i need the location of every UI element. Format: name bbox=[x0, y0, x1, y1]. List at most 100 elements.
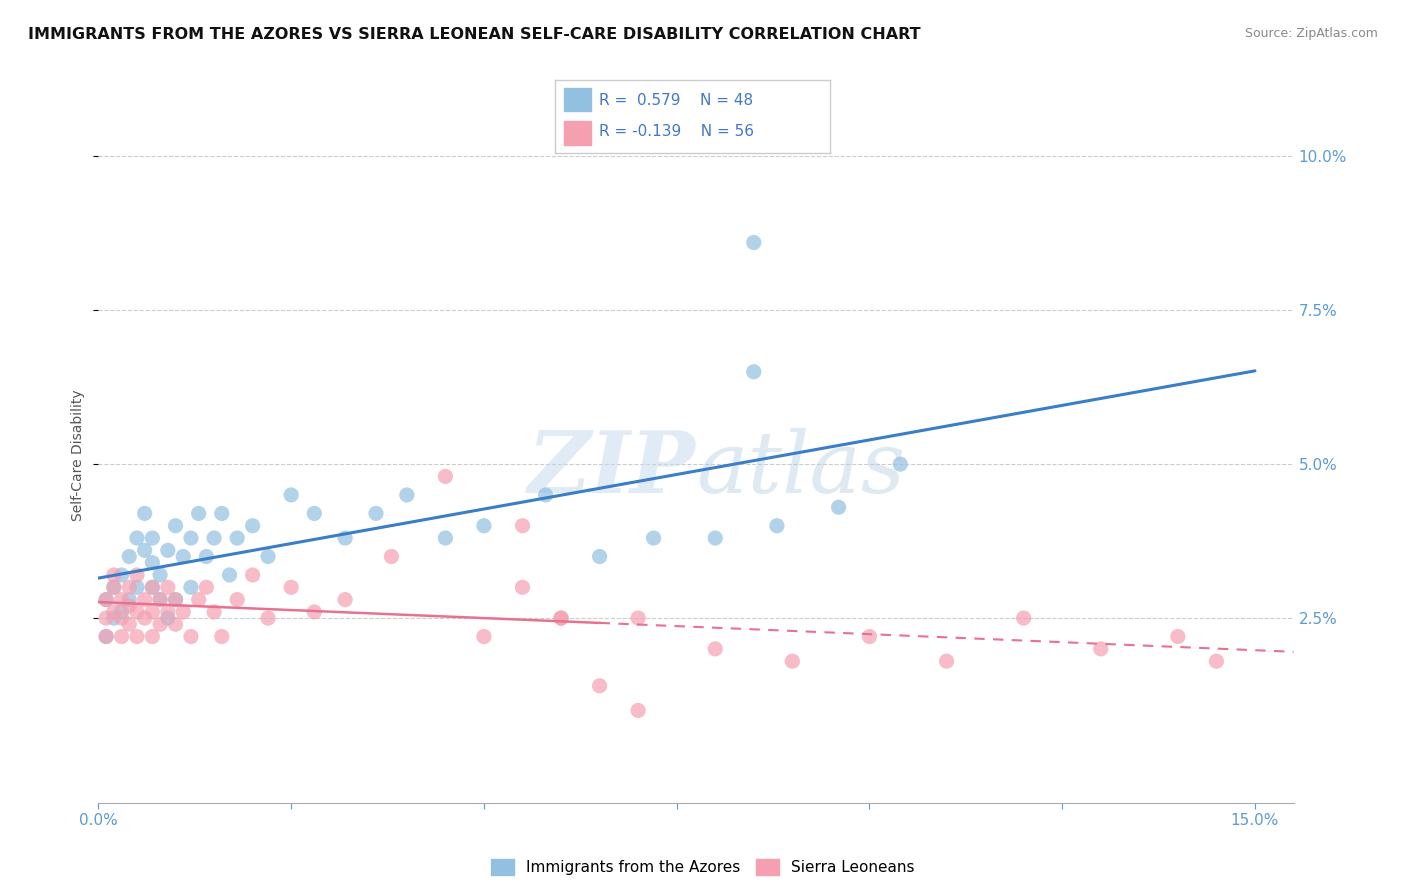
Point bbox=[195, 580, 218, 594]
Point bbox=[125, 605, 148, 619]
Point bbox=[94, 611, 117, 625]
Point bbox=[588, 549, 610, 564]
Point bbox=[195, 549, 218, 564]
Point bbox=[280, 580, 302, 594]
Point bbox=[125, 531, 148, 545]
Point bbox=[149, 592, 172, 607]
Point bbox=[742, 235, 765, 250]
Point bbox=[141, 556, 163, 570]
Point bbox=[226, 531, 249, 545]
Point bbox=[627, 611, 650, 625]
Point bbox=[550, 611, 572, 625]
Point bbox=[103, 605, 125, 619]
Point bbox=[149, 617, 172, 632]
Point bbox=[304, 605, 326, 619]
Point bbox=[94, 592, 117, 607]
Point bbox=[110, 592, 132, 607]
Point bbox=[134, 543, 156, 558]
Point bbox=[766, 518, 789, 533]
Point bbox=[889, 457, 911, 471]
Point bbox=[103, 611, 125, 625]
Text: R = -0.139    N = 56: R = -0.139 N = 56 bbox=[599, 124, 754, 139]
Point bbox=[103, 580, 125, 594]
Point bbox=[149, 568, 172, 582]
Point bbox=[472, 518, 495, 533]
Point bbox=[172, 605, 194, 619]
Point bbox=[103, 568, 125, 582]
Point bbox=[110, 630, 132, 644]
Point bbox=[858, 630, 880, 644]
Point bbox=[103, 580, 125, 594]
Point bbox=[704, 641, 727, 656]
Y-axis label: Self-Care Disability: Self-Care Disability bbox=[72, 389, 86, 521]
Point bbox=[643, 531, 665, 545]
Point bbox=[434, 469, 457, 483]
Point bbox=[118, 592, 141, 607]
Point bbox=[134, 611, 156, 625]
Point bbox=[141, 531, 163, 545]
Point bbox=[242, 568, 264, 582]
Point bbox=[110, 605, 132, 619]
Point bbox=[118, 617, 141, 632]
Point bbox=[782, 654, 804, 668]
Point bbox=[395, 488, 418, 502]
Point bbox=[125, 630, 148, 644]
Point bbox=[187, 592, 209, 607]
Point bbox=[380, 549, 402, 564]
Point bbox=[165, 617, 187, 632]
Point bbox=[118, 549, 141, 564]
Point bbox=[827, 500, 849, 515]
Point bbox=[242, 518, 264, 533]
Point bbox=[165, 592, 187, 607]
Point bbox=[125, 580, 148, 594]
Point bbox=[134, 592, 156, 607]
Point bbox=[118, 580, 141, 594]
Point bbox=[180, 630, 202, 644]
Point bbox=[134, 507, 156, 521]
Point bbox=[472, 630, 495, 644]
Point bbox=[1205, 654, 1227, 668]
Point bbox=[141, 630, 163, 644]
Point bbox=[364, 507, 387, 521]
Point bbox=[935, 654, 957, 668]
Point bbox=[333, 592, 356, 607]
Point bbox=[94, 630, 117, 644]
Point bbox=[257, 611, 280, 625]
Text: IMMIGRANTS FROM THE AZORES VS SIERRA LEONEAN SELF-CARE DISABILITY CORRELATION CH: IMMIGRANTS FROM THE AZORES VS SIERRA LEO… bbox=[28, 27, 921, 42]
Bar bbox=[564, 121, 591, 145]
Point bbox=[434, 531, 457, 545]
Text: R =  0.579    N = 48: R = 0.579 N = 48 bbox=[599, 93, 754, 108]
Point bbox=[211, 507, 233, 521]
Point bbox=[333, 531, 356, 545]
Point bbox=[110, 611, 132, 625]
Point bbox=[257, 549, 280, 564]
Point bbox=[550, 611, 572, 625]
Bar bbox=[564, 87, 591, 111]
Point bbox=[534, 488, 557, 502]
Point bbox=[172, 549, 194, 564]
Point bbox=[218, 568, 240, 582]
Point bbox=[187, 507, 209, 521]
Point bbox=[1012, 611, 1035, 625]
Point bbox=[304, 507, 326, 521]
Point bbox=[141, 580, 163, 594]
Point bbox=[202, 531, 225, 545]
Point bbox=[704, 531, 727, 545]
Point bbox=[118, 599, 141, 613]
Point bbox=[156, 543, 179, 558]
Point bbox=[141, 605, 163, 619]
Point bbox=[1167, 630, 1189, 644]
Point bbox=[156, 605, 179, 619]
Point bbox=[512, 580, 534, 594]
Text: ZIP: ZIP bbox=[529, 427, 696, 510]
Point bbox=[742, 365, 765, 379]
Point bbox=[1090, 641, 1112, 656]
Point bbox=[94, 592, 117, 607]
Point bbox=[180, 580, 202, 594]
Point bbox=[180, 531, 202, 545]
Point bbox=[280, 488, 302, 502]
Text: atlas: atlas bbox=[696, 427, 905, 510]
Point bbox=[125, 568, 148, 582]
Point bbox=[627, 703, 650, 717]
Point bbox=[211, 630, 233, 644]
